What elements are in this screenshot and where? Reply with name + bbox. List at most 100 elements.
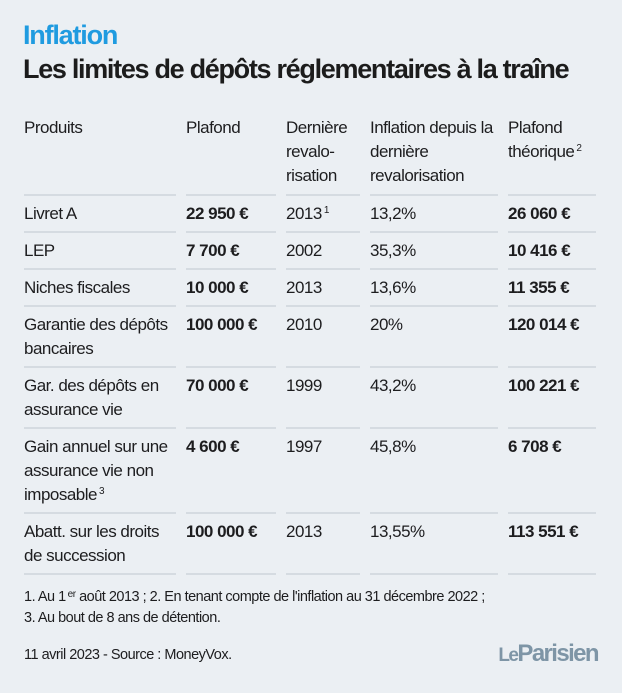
cell-produit-text: Abatt. sur les droits de succession xyxy=(24,522,160,565)
table-row: Gain annuel sur une assurance vie non im… xyxy=(24,429,596,514)
cell-plafond-theorique: 6 708 € xyxy=(508,429,596,514)
cell-inflation: 45,8% xyxy=(370,429,498,514)
cell-produit: Abatt. sur les droits de succession xyxy=(24,514,176,575)
footnote-line-1: 1. Au 1 er août 2013 ; 2. En tenant compt… xyxy=(24,587,485,608)
cell-plafond-theorique-text: 10 416 € xyxy=(508,241,571,260)
footnote-1-text: 1. Au 1 xyxy=(24,589,66,605)
cell-derniere-revalorisation: 2010 xyxy=(286,307,360,368)
cell-produit-text: LEP xyxy=(24,241,55,260)
footnote-1-sup: er xyxy=(67,589,76,600)
cell-inflation: 13,2% xyxy=(370,196,498,233)
cell-plafond-theorique-text: 6 708 € xyxy=(508,437,562,456)
cell-produit: LEP xyxy=(24,233,176,270)
table-row: Livret A 22 950 € 2013 1 13,2% 26 060 € xyxy=(24,196,596,233)
cell-inflation: 35,3% xyxy=(370,233,498,270)
cell-plafond-text: 4 600 € xyxy=(186,437,240,456)
cell-produit: Gain annuel sur une assurance vie non im… xyxy=(24,429,176,514)
footnote-1-rest: août 2013 ; 2. En tenant compte de l'inf… xyxy=(75,589,485,605)
cell-inflation: 13,55% xyxy=(370,514,498,575)
column-header-text: Produits xyxy=(24,118,83,137)
cell-inflation-text: 35,3% xyxy=(370,241,416,260)
column-header-text: Plafond théorique xyxy=(508,118,575,161)
cell-derniere-revalorisation: 1999 xyxy=(286,368,360,429)
table-row: LEP 7 700 € 2002 35,3% 10 416 € xyxy=(24,233,596,270)
cell-inflation-text: 43,2% xyxy=(370,376,416,395)
table-row: Abatt. sur les droits de succession 100 0… xyxy=(24,514,596,575)
cell-plafond-theorique: 113 551 € xyxy=(508,514,596,575)
cell-plafond: 10 000 € xyxy=(186,270,276,307)
cell-inflation-text: 20% xyxy=(370,315,403,334)
cell-plafond-theorique-text: 100 221 € xyxy=(508,376,580,395)
cell-inflation-text: 13,55% xyxy=(370,522,425,541)
cell-plafond-text: 100 000 € xyxy=(186,522,258,541)
cell-derniere-revalorisation: 2002 xyxy=(286,233,360,270)
cell-inflation-text: 13,6% xyxy=(370,278,416,297)
column-header-text: Dernière revalo-risation xyxy=(286,118,348,185)
column-header: Plafond théorique 2 xyxy=(508,112,596,196)
data-table: Produits Plafond Dernière revalo-risation In… xyxy=(14,112,606,575)
cell-inflation-text: 13,2% xyxy=(370,204,416,223)
cell-plafond-theorique: 100 221 € xyxy=(508,368,596,429)
cell-derniere-revalorisation-text: 1999 xyxy=(286,376,322,395)
column-header: Inflation depuis la dernière revalorisat… xyxy=(370,112,498,196)
table-row: Niches fiscales 10 000 € 2013 13,6% 11 355 € xyxy=(24,270,596,307)
cell-plafond-theorique-text: 120 014 € xyxy=(508,315,580,334)
column-header: Plafond xyxy=(186,112,276,196)
cell-derniere-revalorisation-text: 2013 xyxy=(286,278,322,297)
cell-derniere-revalorisation-text: 2002 xyxy=(286,241,322,260)
cell-plafond-text: 7 700 € xyxy=(186,241,240,260)
cell-derniere-revalorisation-text: 1997 xyxy=(286,437,322,456)
cell-plafond-theorique-text: 113 551 € xyxy=(508,522,579,541)
cell-plafond: 7 700 € xyxy=(186,233,276,270)
column-header-text: Inflation depuis la dernière revalorisat… xyxy=(370,118,493,185)
cell-derniere-revalorisation-footnote-ref: 1 xyxy=(323,205,330,216)
cell-plafond: 100 000 € xyxy=(186,307,276,368)
cell-produit: Garantie des dépôts bancaires xyxy=(24,307,176,368)
table-row: Gar. des dépôts en assurance vie 70 000 €… xyxy=(24,368,596,429)
header-row: Produits Plafond Dernière revalo-risation In… xyxy=(24,112,596,196)
column-header-text: Plafond xyxy=(186,118,241,137)
cell-plafond-text: 70 000 € xyxy=(186,376,249,395)
page-title: Les limites de dépôts réglementaires à l… xyxy=(23,54,570,84)
cell-plafond: 100 000 € xyxy=(186,514,276,575)
cell-plafond: 22 950 € xyxy=(186,196,276,233)
cell-plafond-text: 22 950 € xyxy=(186,204,249,223)
cell-produit-text: Livret A xyxy=(24,204,77,223)
cell-produit-text: Gain annuel sur une assurance vie non im… xyxy=(24,437,168,504)
cell-derniere-revalorisation: 1997 xyxy=(286,429,360,514)
cell-inflation: 43,2% xyxy=(370,368,498,429)
cell-plafond-text: 100 000 € xyxy=(186,315,258,334)
le-parisien-logo: LeParisien xyxy=(498,640,599,668)
cell-derniere-revalorisation-text: 2013 xyxy=(286,204,322,223)
cell-produit-text: Garantie des dépôts bancaires xyxy=(24,315,168,358)
cell-plafond-theorique: 11 355 € xyxy=(508,270,596,307)
source-line: 11 avril 2023 - Source : MoneyVox. xyxy=(24,647,232,663)
cell-derniere-revalorisation: 2013 xyxy=(286,270,360,307)
cell-plafond-theorique: 26 060 € xyxy=(508,196,596,233)
logo-name: Parisien xyxy=(517,640,599,667)
footnote-line-2: 3. Au bout de 8 ans de détention. xyxy=(24,610,221,626)
cell-derniere-revalorisation: 2013 xyxy=(286,514,360,575)
column-header: Produits xyxy=(24,112,176,196)
cell-inflation: 13,6% xyxy=(370,270,498,307)
cell-derniere-revalorisation: 2013 1 xyxy=(286,196,360,233)
cell-produit: Livret A xyxy=(24,196,176,233)
logo-le: Le xyxy=(498,645,519,666)
cell-produit-text: Niches fiscales xyxy=(24,278,130,297)
cell-plafond-theorique: 120 014 € xyxy=(508,307,596,368)
cell-produit-text: Gar. des dépôts en assurance vie xyxy=(24,376,159,419)
cell-produit: Niches fiscales xyxy=(24,270,176,307)
cell-plafond-theorique: 10 416 € xyxy=(508,233,596,270)
cell-plafond: 70 000 € xyxy=(186,368,276,429)
column-header-footnote-ref: 2 xyxy=(576,143,582,154)
cell-plafond: 4 600 € xyxy=(186,429,276,514)
kicker: Inflation xyxy=(23,20,118,50)
cell-inflation: 20% xyxy=(370,307,498,368)
footnotes: 1. Au 1 er août 2013 ; 2. En tenant compt… xyxy=(24,587,485,629)
cell-plafond-theorique-text: 26 060 € xyxy=(508,204,571,223)
cell-plafond-text: 10 000 € xyxy=(186,278,249,297)
column-header: Dernière revalo-risation xyxy=(286,112,360,196)
cell-produit: Gar. des dépôts en assurance vie xyxy=(24,368,176,429)
table-row: Garantie des dépôts bancaires 100 000 € 20… xyxy=(24,307,596,368)
cell-plafond-theorique-text: 11 355 € xyxy=(508,278,570,297)
